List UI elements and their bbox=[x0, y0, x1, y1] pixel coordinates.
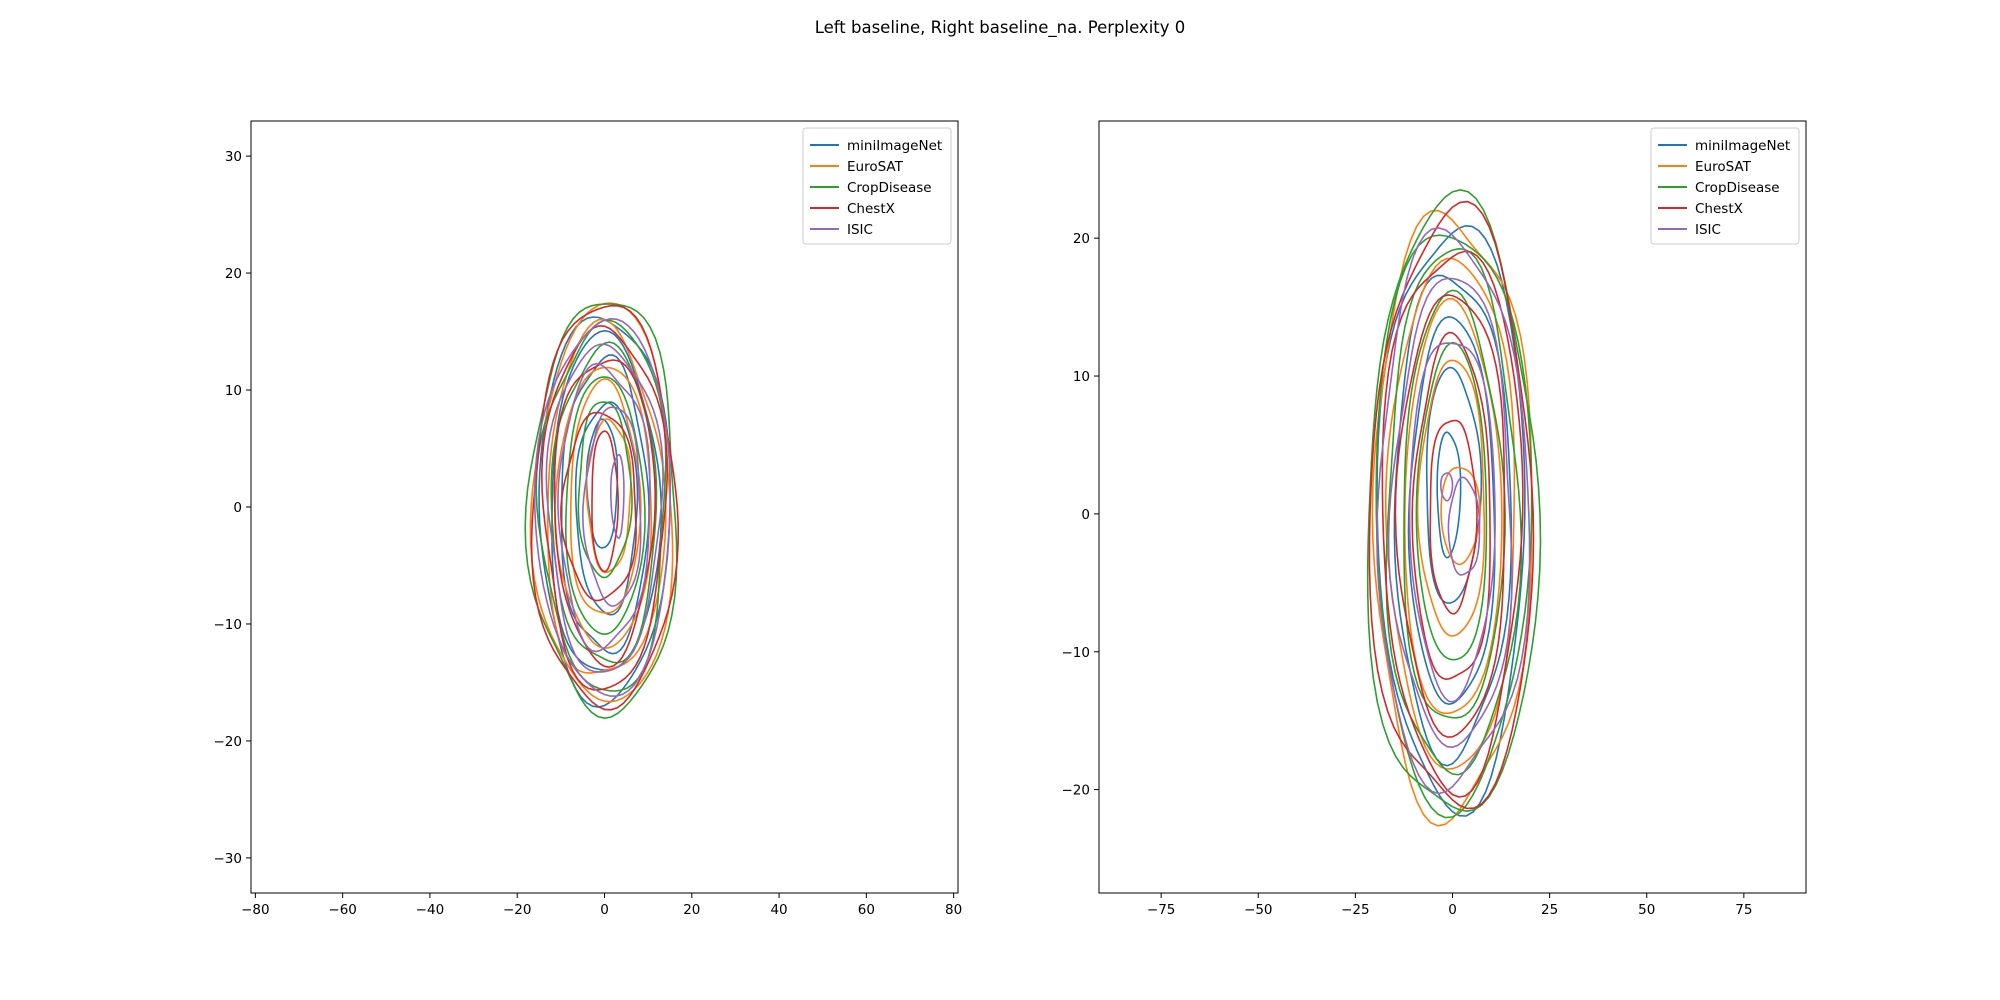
contour-cropdisease-level-5 bbox=[524, 303, 678, 720]
x-tick-label: −25 bbox=[1341, 902, 1370, 918]
contour-cropdisease-level-2 bbox=[564, 376, 646, 636]
y-tick-label: 20 bbox=[1073, 231, 1090, 247]
y-tick-label: 0 bbox=[233, 500, 242, 516]
y-tick-label: −10 bbox=[1062, 645, 1091, 661]
y-tick-label: −20 bbox=[1062, 783, 1091, 799]
contour-isic-level-2 bbox=[1447, 476, 1481, 576]
contour-isic-level-4 bbox=[545, 343, 664, 673]
x-tick-label: 20 bbox=[683, 902, 700, 918]
left-subplot: −80 −60 −40 −20 0 20 40 60 80 −30 −20 −10 0 10 20 30 min… bbox=[214, 120, 962, 918]
y-tick-label: 10 bbox=[1073, 369, 1090, 385]
contour-cropdisease-level-1 bbox=[577, 401, 633, 579]
contour-chestx-level-5 bbox=[1368, 200, 1535, 810]
x-tick-label: 40 bbox=[770, 902, 787, 918]
contour-isic-level-5 bbox=[1376, 226, 1531, 795]
contour-chestx-level-3 bbox=[553, 359, 657, 668]
contour-miniimagenet-level-4 bbox=[1393, 274, 1513, 767]
contour-cropdisease-level-2 bbox=[1403, 289, 1506, 719]
y-tick-label: −30 bbox=[214, 851, 243, 867]
contour-miniimagenet-level-1 bbox=[1436, 431, 1462, 559]
legend-label-isic: ISIC bbox=[847, 222, 873, 238]
x-tick-label: −60 bbox=[328, 902, 357, 918]
contour-chestx-level-2 bbox=[560, 411, 637, 602]
legend-label-isic: ISIC bbox=[1695, 222, 1721, 238]
contour-lines bbox=[524, 302, 680, 720]
contour-isic-level-5 bbox=[533, 317, 672, 697]
contour-chestx-level-5 bbox=[530, 304, 680, 711]
legend-label-eurosat: EuroSAT bbox=[1695, 159, 1752, 175]
legend-box bbox=[802, 127, 952, 245]
contour-miniimagenet-level-2 bbox=[1425, 366, 1483, 604]
contour-isic-level-3 bbox=[557, 362, 651, 653]
contour-cropdisease-level-1 bbox=[1415, 341, 1488, 661]
contour-chestx-level-4 bbox=[540, 325, 669, 691]
y-tick-label: −10 bbox=[214, 617, 243, 633]
legend: miniImageNet EuroSAT CropDisease ChestX ISIC bbox=[1650, 127, 1800, 245]
x-tick-label: −80 bbox=[241, 902, 270, 918]
contour-eurosat-level-1 bbox=[585, 418, 632, 574]
contour-chestx-level-1 bbox=[1429, 419, 1478, 615]
x-tick-label: −75 bbox=[1147, 902, 1176, 918]
x-tick-label: −20 bbox=[503, 902, 532, 918]
legend-label-chestx: ChestX bbox=[1695, 201, 1743, 217]
right-subplot: −75 −50 −25 0 25 50 75 −20 −10 0 10 20 miniImageNet E… bbox=[1062, 120, 1807, 918]
contour-isic-level-2 bbox=[581, 406, 642, 607]
legend-label-miniimagenet: miniImageNet bbox=[847, 138, 942, 154]
y-tick-label: 20 bbox=[225, 266, 242, 282]
contour-eurosat-level-1 bbox=[1440, 466, 1481, 566]
x-tick-label: −40 bbox=[416, 902, 445, 918]
x-tick-label: 50 bbox=[1638, 902, 1655, 918]
figure-title: Left baseline, Right baseline_na. Perple… bbox=[815, 18, 1186, 38]
x-tick-label: 25 bbox=[1541, 902, 1558, 918]
legend-label-eurosat: EuroSAT bbox=[847, 159, 904, 175]
y-tick-label: −20 bbox=[214, 734, 243, 750]
x-tick-label: 0 bbox=[600, 902, 609, 918]
x-tick-label: 60 bbox=[858, 902, 875, 918]
contour-eurosat-level-2 bbox=[569, 378, 642, 614]
contour-isic-level-4 bbox=[1387, 277, 1513, 749]
x-tick-label: 75 bbox=[1735, 902, 1752, 918]
legend: miniImageNet EuroSAT CropDisease ChestX ISIC bbox=[802, 127, 952, 245]
x-tick-label: −50 bbox=[1244, 902, 1273, 918]
contour-lines bbox=[1366, 188, 1542, 827]
legend-label-cropdisease: CropDisease bbox=[847, 180, 932, 196]
y-tick-label: 30 bbox=[225, 149, 242, 165]
contour-isic-level-3 bbox=[1408, 342, 1496, 703]
contour-chestx-level-4 bbox=[1381, 250, 1524, 798]
contour-isic-level-1 bbox=[610, 453, 625, 539]
y-tick-label: 10 bbox=[225, 383, 242, 399]
legend-box bbox=[1650, 127, 1800, 245]
x-tick-label: 0 bbox=[1448, 902, 1457, 918]
contour-miniimagenet-level-2 bbox=[574, 401, 639, 616]
contour-chestx-level-2 bbox=[1411, 331, 1491, 681]
legend-label-cropdisease: CropDisease bbox=[1695, 180, 1780, 196]
contour-isic-level-1 bbox=[1440, 472, 1454, 502]
y-tick-label: 0 bbox=[1081, 507, 1090, 523]
contour-eurosat-level-2 bbox=[1416, 359, 1486, 637]
contour-cropdisease-level-4 bbox=[1375, 234, 1533, 819]
contour-chestx-level-3 bbox=[1394, 294, 1505, 738]
x-tick-label: 80 bbox=[945, 902, 962, 918]
legend-label-chestx: ChestX bbox=[847, 201, 895, 217]
legend-label-miniimagenet: miniImageNet bbox=[1695, 138, 1790, 154]
contour-chestx-level-1 bbox=[591, 430, 619, 573]
